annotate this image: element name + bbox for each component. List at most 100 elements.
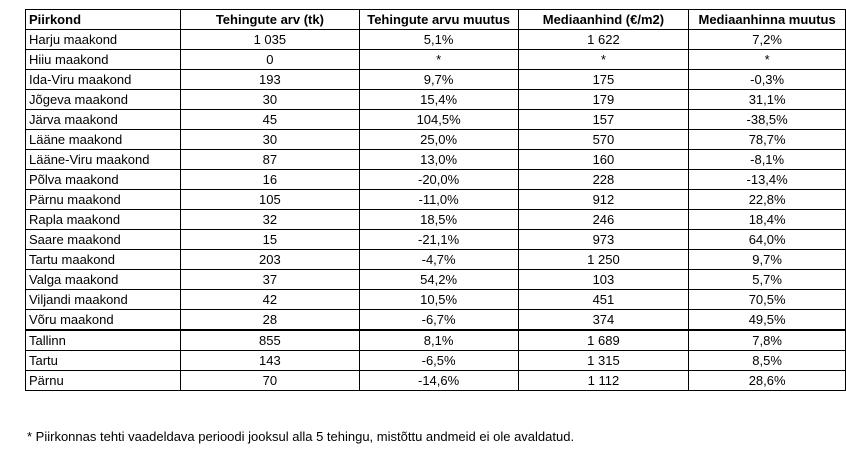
transaction-count-cell: 30 xyxy=(180,129,360,150)
region-cell: Tartu maakond xyxy=(24,249,182,270)
median-price-cell: 1 315 xyxy=(517,350,690,371)
transaction-change-cell: 10,5% xyxy=(358,289,519,310)
median-price-change-cell: 7,8% xyxy=(688,329,846,351)
median-price-cell: 157 xyxy=(517,109,690,130)
transaction-count-cell: 32 xyxy=(180,209,360,230)
region-cell: Jõgeva maakond xyxy=(24,89,182,110)
median-price-change-cell: 18,4% xyxy=(688,209,846,230)
median-price-change-cell: 49,5% xyxy=(688,309,846,331)
table-row: Hiiu maakond 0 * * * xyxy=(24,49,846,70)
table-row: Tartu maakond 203 -4,7% 1 250 9,7% xyxy=(24,249,846,270)
transaction-count-cell: 193 xyxy=(180,69,360,90)
table-row: Jõgeva maakond 30 15,4% 179 31,1% xyxy=(24,89,846,110)
median-price-change-cell: 22,8% xyxy=(688,189,846,210)
transaction-change-cell: 25,0% xyxy=(358,129,519,150)
region-cell: Harju maakond xyxy=(24,29,182,50)
header-transaction-change: Tehingute arvu muutus xyxy=(358,9,519,30)
region-cell: Lääne maakond xyxy=(24,129,182,150)
header-median-price-change: Mediaanhinna muutus xyxy=(688,9,846,30)
region-cell: Tallinn xyxy=(24,329,182,351)
median-price-cell: 228 xyxy=(517,169,690,190)
table-row: Rapla maakond 32 18,5% 246 18,4% xyxy=(24,209,846,230)
table-row: Saare maakond 15 -21,1% 973 64,0% xyxy=(24,229,846,250)
transaction-count-cell: 42 xyxy=(180,289,360,310)
header-median-price: Mediaanhind (€/m2) xyxy=(517,9,690,30)
region-cell: Ida-Viru maakond xyxy=(24,69,182,90)
transaction-change-cell: * xyxy=(358,49,519,70)
transaction-change-cell: 13,0% xyxy=(358,149,519,170)
region-cell: Pärnu xyxy=(24,370,182,391)
region-cell: Põlva maakond xyxy=(24,169,182,190)
median-price-change-cell: 31,1% xyxy=(688,89,846,110)
header-transaction-count: Tehingute arv (tk) xyxy=(180,9,360,30)
transaction-change-cell: 104,5% xyxy=(358,109,519,130)
transaction-count-cell: 28 xyxy=(180,309,360,331)
table-row: Ida-Viru maakond 193 9,7% 175 -0,3% xyxy=(24,69,846,90)
median-price-change-cell: -38,5% xyxy=(688,109,846,130)
median-price-cell: 912 xyxy=(517,189,690,210)
transaction-count-cell: 1 035 xyxy=(180,29,360,50)
median-price-cell: 175 xyxy=(517,69,690,90)
median-price-cell: 160 xyxy=(517,149,690,170)
region-cell: Viljandi maakond xyxy=(24,289,182,310)
region-cell: Rapla maakond xyxy=(24,209,182,230)
median-price-change-cell: 8,5% xyxy=(688,350,846,371)
table-row: Lääne-Viru maakond 87 13,0% 160 -8,1% xyxy=(24,149,846,170)
median-price-change-cell: * xyxy=(688,49,846,70)
median-price-change-cell: 28,6% xyxy=(688,370,846,391)
median-price-cell: 246 xyxy=(517,209,690,230)
footnote: * Piirkonnas tehti vaadeldava perioodi j… xyxy=(27,429,575,444)
median-price-cell: 179 xyxy=(517,89,690,110)
transaction-change-cell: -21,1% xyxy=(358,229,519,250)
table-row: Lääne maakond 30 25,0% 570 78,7% xyxy=(24,129,846,150)
transaction-change-cell: -6,5% xyxy=(358,350,519,371)
region-cell: Lääne-Viru maakond xyxy=(24,149,182,170)
table-header-row: Piirkond Tehingute arv (tk) Tehingute ar… xyxy=(24,9,846,30)
median-price-change-cell: -8,1% xyxy=(688,149,846,170)
median-price-cell: 1 622 xyxy=(517,29,690,50)
table-row: Viljandi maakond 42 10,5% 451 70,5% xyxy=(24,289,846,310)
median-price-cell: 103 xyxy=(517,269,690,290)
transaction-change-cell: 5,1% xyxy=(358,29,519,50)
median-price-cell: 1 112 xyxy=(517,370,690,391)
transaction-count-cell: 855 xyxy=(180,329,360,351)
transaction-change-cell: -20,0% xyxy=(358,169,519,190)
median-price-cell: 1 250 xyxy=(517,249,690,270)
median-price-change-cell: 64,0% xyxy=(688,229,846,250)
region-cell: Tartu xyxy=(24,350,182,371)
region-cell: Pärnu maakond xyxy=(24,189,182,210)
transactions-table: Piirkond Tehingute arv (tk) Tehingute ar… xyxy=(24,9,846,391)
median-price-change-cell: 70,5% xyxy=(688,289,846,310)
table-row: Võru maakond 28 -6,7% 374 49,5% xyxy=(24,309,846,331)
median-price-change-cell: 7,2% xyxy=(688,29,846,50)
table-row: Järva maakond 45 104,5% 157 -38,5% xyxy=(24,109,846,130)
region-cell: Saare maakond xyxy=(24,229,182,250)
table-row: Põlva maakond 16 -20,0% 228 -13,4% xyxy=(24,169,846,190)
median-price-change-cell: 5,7% xyxy=(688,269,846,290)
table-row: Valga maakond 37 54,2% 103 5,7% xyxy=(24,269,846,290)
transaction-count-cell: 143 xyxy=(180,350,360,371)
transaction-count-cell: 0 xyxy=(180,49,360,70)
region-cell: Valga maakond xyxy=(24,269,182,290)
region-cell: Järva maakond xyxy=(24,109,182,130)
median-price-cell: * xyxy=(517,49,690,70)
table-row: Tartu 143 -6,5% 1 315 8,5% xyxy=(24,350,846,371)
transaction-change-cell: 54,2% xyxy=(358,269,519,290)
transaction-change-cell: 9,7% xyxy=(358,69,519,90)
table-row: Harju maakond 1 035 5,1% 1 622 7,2% xyxy=(24,29,846,50)
transaction-change-cell: -6,7% xyxy=(358,309,519,331)
region-cell: Hiiu maakond xyxy=(24,49,182,70)
transaction-change-cell: 18,5% xyxy=(358,209,519,230)
transaction-count-cell: 87 xyxy=(180,149,360,170)
transaction-change-cell: -11,0% xyxy=(358,189,519,210)
median-price-change-cell: -0,3% xyxy=(688,69,846,90)
transaction-count-cell: 30 xyxy=(180,89,360,110)
median-price-cell: 570 xyxy=(517,129,690,150)
transaction-count-cell: 45 xyxy=(180,109,360,130)
median-price-cell: 451 xyxy=(517,289,690,310)
transaction-change-cell: 8,1% xyxy=(358,329,519,351)
transaction-count-cell: 70 xyxy=(180,370,360,391)
transaction-count-cell: 37 xyxy=(180,269,360,290)
median-price-change-cell: 78,7% xyxy=(688,129,846,150)
transaction-count-cell: 203 xyxy=(180,249,360,270)
